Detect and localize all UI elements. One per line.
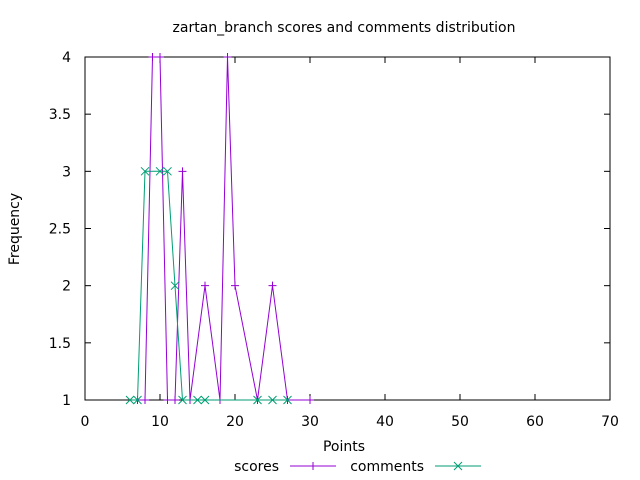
x-tick-label: 70 [601, 414, 619, 430]
x-axis-label: Points [323, 439, 365, 455]
data-point-scores [171, 396, 179, 404]
y-tick-label: 1 [62, 393, 71, 409]
data-point-comments [200, 395, 210, 405]
data-point-comments [193, 395, 202, 405]
data-point-comments [283, 395, 292, 405]
data-point-scores [163, 396, 172, 404]
legend-label-scores: scores [234, 459, 279, 475]
y-tick-label: 3.5 [49, 107, 71, 123]
y-tick-label: 1.5 [49, 336, 71, 352]
x-tick-label: 60 [526, 414, 544, 430]
data-point-scores [156, 53, 164, 61]
y-tick-label: 2 [62, 279, 71, 295]
y-tick-label: 2.5 [49, 222, 71, 238]
y-tick-label: 4 [62, 50, 71, 66]
data-point-scores [231, 281, 239, 290]
data-point-scores [178, 167, 187, 176]
x-tick-label: 20 [226, 414, 244, 430]
data-point-comments [253, 395, 262, 405]
data-point-comments [155, 166, 165, 176]
data-point-scores [223, 53, 232, 61]
x-tick-label: 30 [301, 414, 319, 430]
series-line-scores [137, 56, 310, 401]
legend-marker-scores [309, 462, 317, 470]
data-point-comments [268, 395, 277, 405]
series-scores [133, 53, 314, 404]
y-tick-label: 3 [62, 164, 71, 180]
data-point-comments [133, 395, 142, 405]
data-point-scores [141, 396, 149, 404]
data-point-scores [148, 53, 157, 61]
series-comments [125, 166, 292, 405]
data-point-comments [170, 281, 180, 291]
data-point-scores [306, 396, 314, 404]
legend-marker-comments [453, 461, 463, 471]
legend-label-comments: comments [350, 459, 424, 475]
chart-title: zartan_branch scores and comments distri… [173, 20, 516, 36]
legend: scores comments [234, 459, 481, 475]
y-axis: 1 1.5 2 2.5 3 3.5 4 [49, 50, 610, 409]
x-axis: 0 10 20 30 40 50 60 70 [81, 57, 619, 430]
x-tick-label: 40 [376, 414, 394, 430]
data-point-comments [163, 166, 172, 176]
data-point-scores [201, 281, 209, 290]
x-tick-label: 0 [81, 414, 90, 430]
data-point-comments [140, 166, 150, 176]
data-point-comments [178, 395, 187, 405]
x-tick-label: 10 [151, 414, 169, 430]
y-axis-label: Frequency [7, 193, 23, 265]
x-tick-label: 50 [451, 414, 469, 430]
series-layer [125, 53, 314, 405]
series-line-comments [130, 170, 288, 401]
data-point-scores [268, 281, 277, 290]
data-point-comments [125, 395, 135, 405]
